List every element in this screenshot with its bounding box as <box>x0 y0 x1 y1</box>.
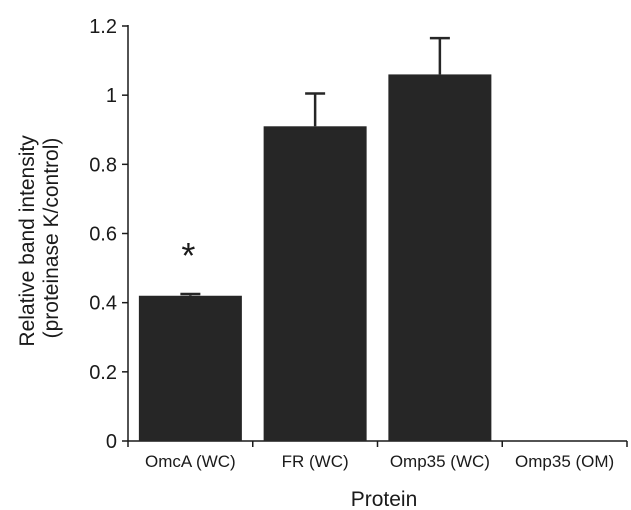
y-tick-label: 0.4 <box>89 293 117 315</box>
x-tick-label: Omp35 (WC) <box>390 452 490 471</box>
y-axis-title-line-1: Relative band intensity <box>16 135 39 347</box>
y-tick-label: 1 <box>106 85 117 107</box>
x-tick-label: OmcA (WC) <box>145 452 236 471</box>
bar <box>388 74 492 442</box>
x-axis-title: Protein <box>351 488 418 510</box>
y-axis: 0 0.2 0.4 0.6 0.8 1 1.2 <box>89 16 129 453</box>
y-tick-label: 0.2 <box>89 362 117 384</box>
significance-asterisk: * <box>181 235 195 276</box>
y-tick-label: 0 <box>106 431 117 453</box>
x-axis: OmcA (WC) FR (WC) Omp35 (WC) Omp35 (OM) <box>127 440 628 471</box>
y-axis-title: Relative band intensity (proteinase K/co… <box>16 129 63 346</box>
y-axis-title-line-2: (proteinase K/control) <box>40 138 63 339</box>
y-tick-label: 0.6 <box>89 224 117 246</box>
y-tick-label: 0.8 <box>89 154 117 176</box>
x-tick-label: FR (WC) <box>282 452 349 471</box>
x-tick-label: Omp35 (OM) <box>515 452 614 471</box>
y-tick-label: 1.2 <box>89 16 117 38</box>
bar <box>138 295 242 441</box>
bars <box>138 36 492 442</box>
annotations: * <box>181 235 195 276</box>
bar <box>263 126 367 442</box>
